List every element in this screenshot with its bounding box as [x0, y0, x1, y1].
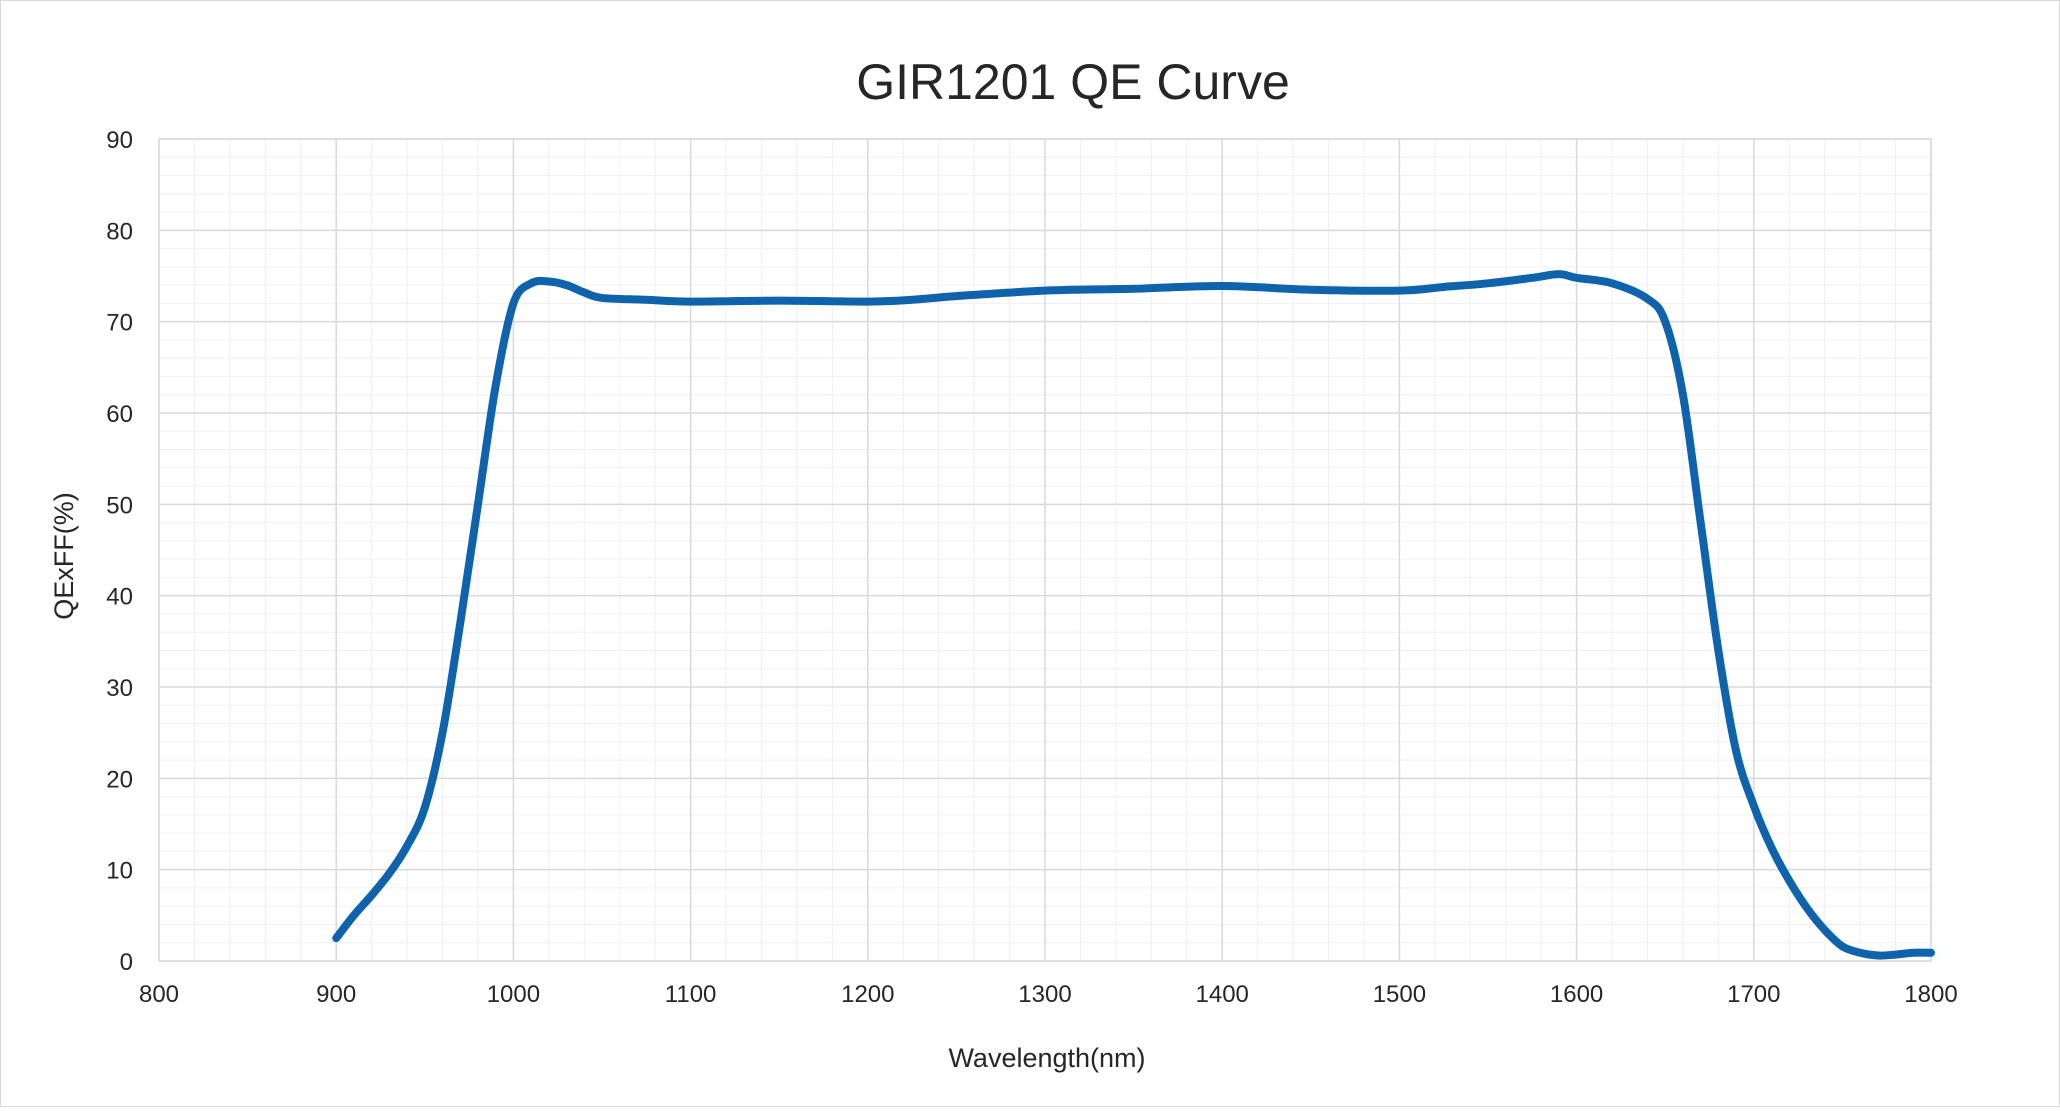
data-point [1771, 847, 1773, 849]
data-point [583, 291, 585, 293]
data-point [1735, 750, 1737, 752]
x-tick-label: 1100 [665, 981, 717, 1008]
qe-series-line [332, 270, 1935, 960]
data-point [388, 872, 390, 874]
x-axis-ticks: 800 900 1000 1100 1200 1300 1400 1500 1600 1700 18… [139, 981, 1958, 1008]
data-point [1895, 954, 1897, 956]
x-tick-label: 1400 [1196, 981, 1249, 1008]
y-tick-label: 30 [106, 675, 133, 702]
y-axis-label: QExFF(%) [49, 492, 79, 620]
x-tick-label: 800 [139, 981, 179, 1008]
x-tick-label: 1600 [1550, 981, 1603, 1008]
data-point [371, 894, 373, 896]
chart-title: GIR1201 QE Curve [856, 54, 1290, 110]
data-point [911, 299, 913, 301]
data-point [1398, 290, 1400, 292]
y-tick-label: 70 [106, 310, 133, 337]
data-point [1221, 285, 1223, 287]
y-tick-label: 90 [106, 127, 133, 154]
data-point [566, 284, 568, 286]
major-gridlines [158, 138, 1932, 962]
y-tick-label: 50 [106, 492, 133, 519]
x-tick-label: 1200 [841, 981, 894, 1008]
data-point [442, 732, 444, 734]
x-tick-label: 1500 [1373, 981, 1426, 1008]
plot-area-border [158, 138, 1932, 962]
y-tick-label: 40 [106, 584, 133, 611]
data-point [1930, 952, 1932, 954]
data-point [1717, 649, 1719, 651]
data-point [548, 280, 550, 282]
x-tick-label: 1700 [1727, 981, 1780, 1008]
data-point [1682, 394, 1684, 396]
data-point [512, 302, 514, 304]
data-point [459, 622, 461, 624]
data-point [530, 282, 532, 284]
data-point [778, 300, 780, 302]
data-point [955, 295, 957, 297]
data-point [1859, 952, 1861, 954]
data-point [1824, 929, 1826, 931]
data-point [1558, 273, 1560, 275]
y-tick-label: 20 [106, 766, 133, 793]
data-point [1753, 805, 1755, 807]
data-point [1806, 907, 1808, 909]
x-tick-label: 900 [316, 981, 356, 1008]
data-point [1531, 277, 1533, 279]
data-point [1044, 290, 1046, 292]
data-point [1443, 286, 1445, 288]
data-point [1788, 880, 1790, 882]
x-tick-label: 1800 [1904, 981, 1957, 1008]
y-tick-label: 60 [106, 401, 133, 428]
data-point [1611, 282, 1613, 284]
data-point [1841, 945, 1843, 947]
data-point [1487, 282, 1489, 284]
data-point [1700, 522, 1702, 524]
data-point [601, 297, 603, 299]
data-point [477, 503, 479, 505]
y-tick-label: 10 [106, 858, 133, 885]
data-point [690, 301, 692, 303]
data-point [495, 385, 497, 387]
data-point [1576, 277, 1578, 279]
data-point [335, 937, 337, 939]
data-point [424, 807, 426, 809]
data-point [645, 299, 647, 301]
data-point [867, 301, 869, 303]
data-point [406, 845, 408, 847]
data-point [1133, 288, 1135, 290]
y-tick-label: 80 [106, 218, 133, 245]
data-point [1310, 289, 1312, 291]
series-points [335, 273, 1932, 956]
data-point [1646, 298, 1648, 300]
x-tick-label: 1300 [1018, 981, 1071, 1008]
y-tick-label: 0 [120, 949, 133, 976]
data-point [1877, 955, 1879, 957]
x-tick-label: 1000 [487, 981, 540, 1008]
data-point [1664, 321, 1666, 323]
data-point [1912, 952, 1914, 954]
y-axis-ticks: 0 10 20 30 40 50 60 70 80 90 [106, 127, 133, 976]
data-point [353, 914, 355, 916]
x-axis-label: Wavelength(nm) [948, 1043, 1145, 1073]
